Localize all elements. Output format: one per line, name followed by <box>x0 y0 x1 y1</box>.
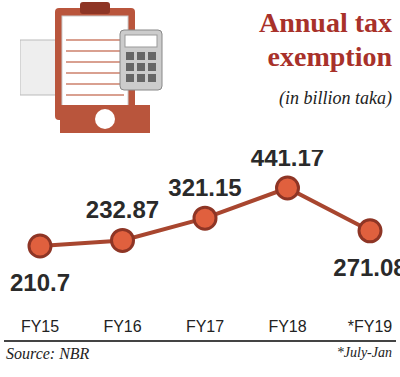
svg-text:210.7: 210.7 <box>10 269 70 296</box>
svg-text:441.17: 441.17 <box>251 150 324 171</box>
svg-text:*FY19: *FY19 <box>348 318 393 335</box>
svg-text:FY15: FY15 <box>21 318 59 335</box>
svg-text:321.15: 321.15 <box>168 174 241 201</box>
svg-text:FY17: FY17 <box>186 318 224 335</box>
svg-text:232.87: 232.87 <box>86 196 159 223</box>
svg-text:FY16: FY16 <box>103 318 141 335</box>
svg-text:271.08: 271.08 <box>333 254 400 281</box>
html-text:Annual tax exemption: Annual tax exemption <box>259 7 392 72</box>
svg-text:FY18: FY18 <box>268 318 306 335</box>
html-text:*July-Jan: *July-Jan <box>336 345 392 360</box>
html-text:(in billion taka): (in billion taka) <box>279 88 392 108</box>
html-text:Source: NBR: Source: NBR <box>6 345 90 362</box>
